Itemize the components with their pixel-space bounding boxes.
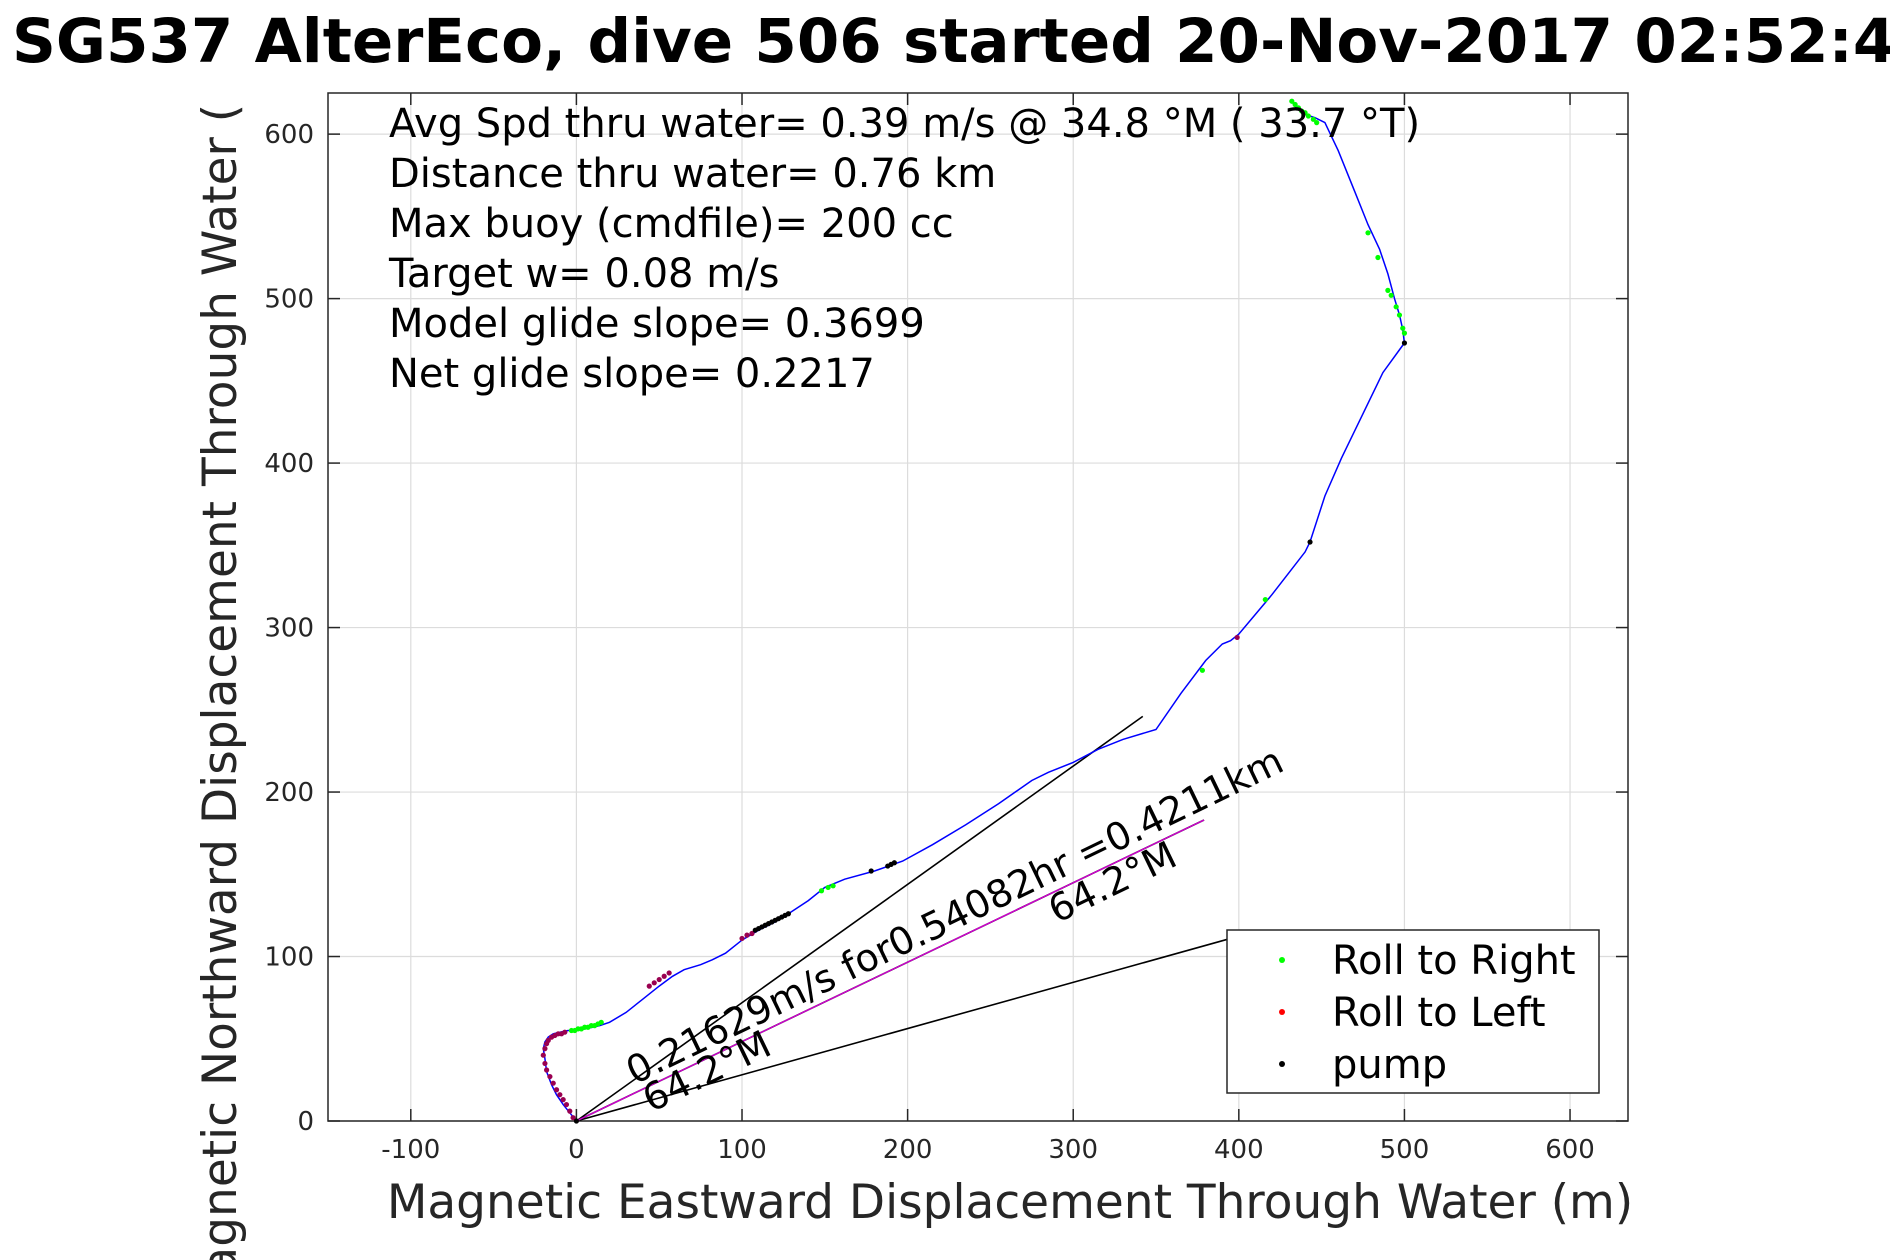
- legend-box: [1226, 929, 1600, 1094]
- roll-to-right-point: [1365, 230, 1371, 236]
- roll-to-left-point: [651, 980, 657, 986]
- info-line: Max buoy (cmdfile)= 200 cc: [389, 201, 954, 247]
- info-box: Avg Spd thru water= 0.39 m/s @ 34.8 °M (…: [388, 101, 1420, 397]
- roll-to-left-point: [540, 1052, 546, 1058]
- x-tick-label: 200: [883, 1135, 933, 1165]
- x-tick-label: -100: [381, 1135, 440, 1165]
- x-tick-label: 600: [1545, 1135, 1595, 1165]
- roll-to-right-point: [1388, 292, 1394, 298]
- roll-to-left-point: [567, 1108, 573, 1114]
- legend-label-pump: pump: [1332, 1042, 1447, 1088]
- annotations: 0.21629m/s for0.54082hr =0.4211km64.2°M6…: [619, 738, 1290, 1121]
- roll-to-left-point: [656, 976, 662, 983]
- roll-to-left-point: [553, 1087, 560, 1093]
- chart-title: SG537 AlterEco, dive 506 started 20-Nov-…: [12, 6, 1890, 77]
- y-tick-label: 200: [264, 778, 314, 808]
- roll-to-right-point: [1401, 330, 1408, 336]
- roll-to-left-point: [543, 1067, 550, 1073]
- y-tick-label: 600: [264, 120, 314, 150]
- roll-to-left-point: [547, 1073, 553, 1080]
- info-line: Net glide slope= 0.2217: [389, 351, 875, 397]
- roll-to-left-point: [661, 973, 667, 979]
- x-tick-label: 300: [1048, 1135, 1098, 1165]
- y-axis-label: Magnetic Northward Displacement Through …: [193, 104, 248, 1260]
- roll-to-right-point: [1393, 304, 1399, 310]
- roll-to-right-point: [1302, 110, 1308, 116]
- roll-to-right-point: [1289, 98, 1295, 104]
- y-tick-label: 400: [264, 449, 314, 479]
- y-tick-label: 300: [264, 614, 314, 644]
- roll-to-left-point: [557, 1092, 563, 1098]
- legend-label-roll-to-right: Roll to Right: [1332, 938, 1576, 984]
- roll-to-left-point: [550, 1080, 556, 1086]
- roll-to-left-point: [646, 983, 652, 989]
- roll-to-right-point: [1292, 101, 1298, 108]
- x-tick-label: 500: [1380, 1135, 1430, 1165]
- legend-label-roll-to-left: Roll to Left: [1332, 990, 1546, 1036]
- x-axis-label: Magnetic Eastward Displacement Through W…: [387, 1175, 1633, 1230]
- roll-to-right-point: [825, 884, 831, 891]
- x-tick-label: 400: [1214, 1135, 1264, 1165]
- pump-point: [1401, 340, 1408, 346]
- pump-point: [891, 860, 897, 866]
- roll-to-left-point: [560, 1097, 566, 1103]
- pump-point: [573, 1118, 580, 1124]
- roll-to-left-point: [542, 1060, 548, 1067]
- roll-to-right-point: [1305, 113, 1311, 119]
- roll-to-right-point: [1262, 596, 1268, 603]
- legend: Roll to Right Roll to Left pump: [1226, 929, 1600, 1094]
- roll-to-left-point: [563, 1101, 570, 1108]
- reference-lines: [575, 715, 1231, 1122]
- net-displacement-line: [576, 819, 1205, 1122]
- pump-point: [868, 868, 874, 874]
- roll-to-right-point: [1295, 105, 1302, 111]
- pump-point: [785, 911, 791, 917]
- y-tick-label: 500: [264, 285, 314, 315]
- roll-to-right-point: [1385, 287, 1391, 293]
- axis-ticks: -100 0 100 200 300 400 500 600 0 100 200 300 400 500 6…: [264, 93, 1628, 1165]
- roll-to-left-point: [542, 1046, 548, 1052]
- roll-to-right-point: [598, 1019, 604, 1025]
- roll-to-right-point: [1375, 254, 1381, 261]
- roll-to-right-point: [1396, 312, 1403, 318]
- legend-marker-roll-to-right: [1279, 957, 1285, 963]
- reference-line-current: [576, 937, 1231, 1122]
- roll-to-right-point: [1314, 120, 1320, 126]
- plot-frame: [327, 92, 1629, 1122]
- y-tick-label: 100: [264, 943, 314, 973]
- roll-to-right-point: [1310, 116, 1316, 122]
- roll-to-right-point: [830, 883, 836, 889]
- roll-to-right-point: [1199, 667, 1205, 673]
- roll-to-left-point: [562, 1029, 568, 1035]
- info-line: Model glide slope= 0.3699: [389, 301, 925, 347]
- roll-to-right-point: [818, 888, 825, 894]
- reference-line-heading: [575, 715, 1144, 1122]
- grid: [328, 93, 1628, 1122]
- x-tick-label: 0: [568, 1135, 585, 1165]
- roll-to-left-point: [1234, 634, 1240, 641]
- roll-to-left-point: [744, 932, 750, 938]
- y-tick-label: 0: [297, 1107, 314, 1137]
- roll-to-left-point: [666, 970, 672, 976]
- roll-to-left-point: [545, 1037, 551, 1044]
- legend-marker-roll-to-left: [1279, 1009, 1285, 1015]
- info-line: Avg Spd thru water= 0.39 m/s @ 34.8 °M (…: [389, 101, 1420, 147]
- info-line: Distance thru water= 0.76 km: [389, 151, 996, 197]
- roll-to-left-point: [739, 935, 745, 942]
- points-layer: [540, 98, 1408, 1124]
- legend-marker-pump: [1279, 1061, 1285, 1067]
- info-line: Target w= 0.08 m/s: [388, 251, 779, 297]
- roll-to-right-point: [1400, 325, 1406, 331]
- pump-point: [1307, 539, 1313, 545]
- roll-to-left-point: [749, 930, 755, 937]
- roll-to-left-point: [570, 1115, 576, 1121]
- x-tick-label: 100: [717, 1135, 767, 1165]
